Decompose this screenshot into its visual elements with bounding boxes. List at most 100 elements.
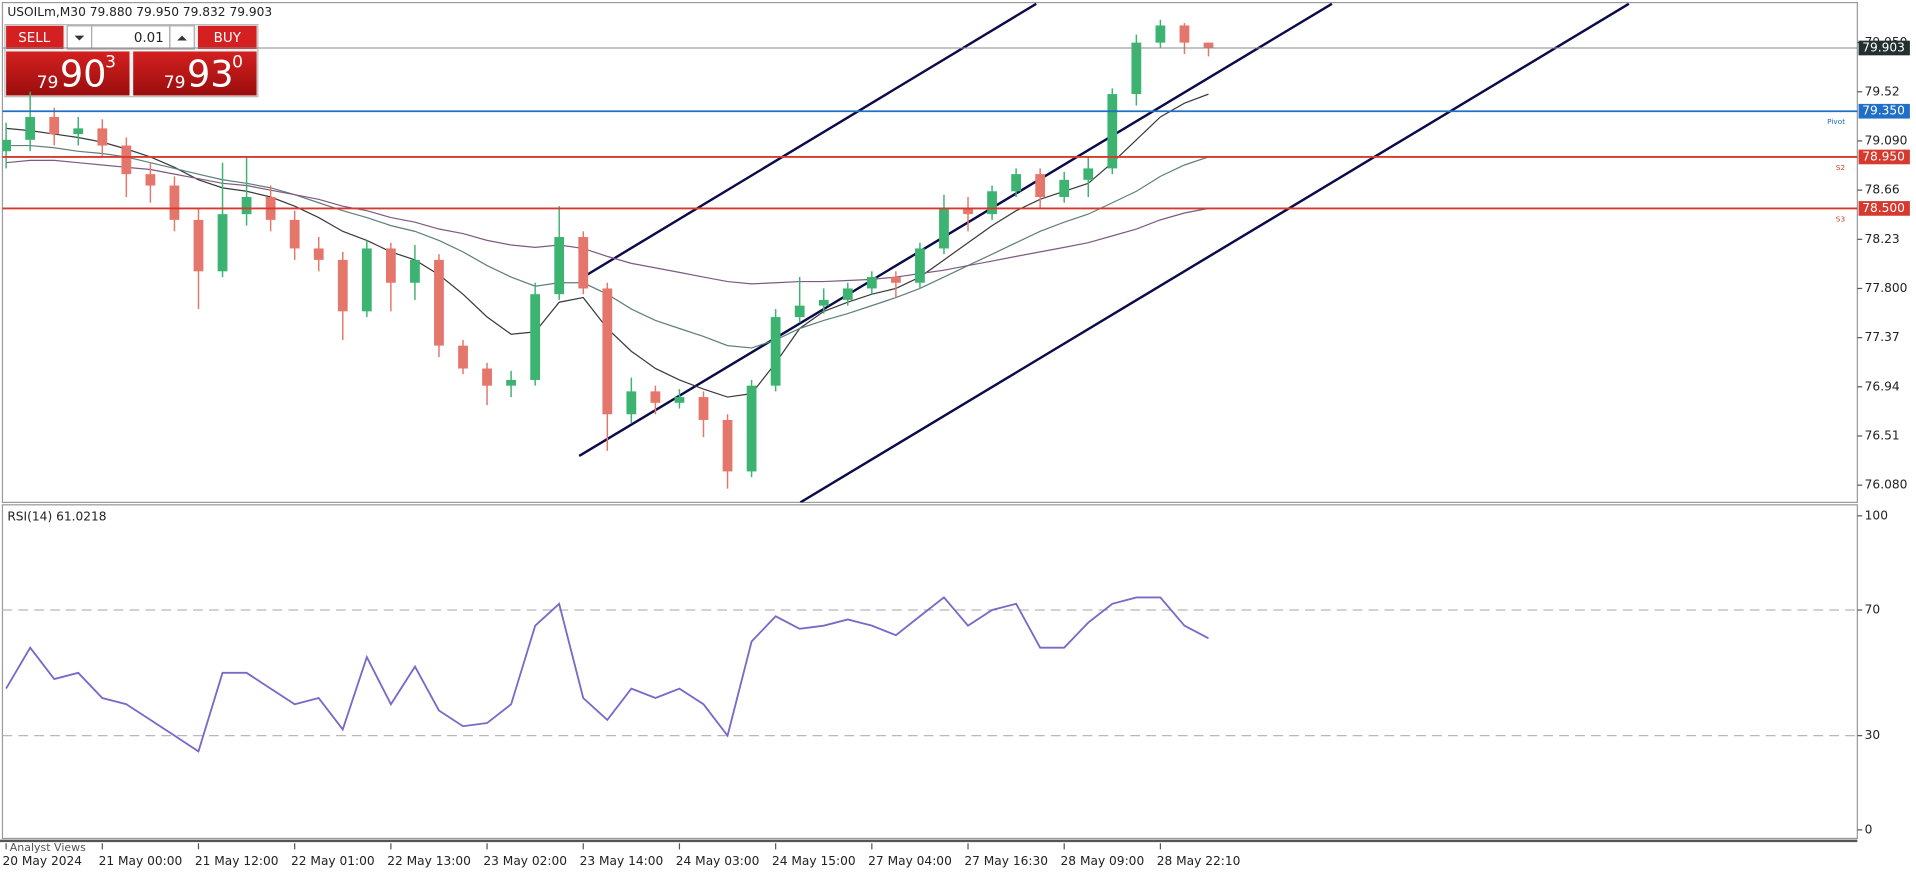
x-tick-label: 22 May 13:00 <box>387 854 471 868</box>
level-box <box>1858 149 1910 165</box>
candle-body <box>434 259 444 346</box>
channel <box>578 2 1630 503</box>
candle-body <box>73 128 84 135</box>
x-tick-label: 23 May 02:00 <box>483 854 567 868</box>
last-price-box <box>1858 40 1910 56</box>
candle-body <box>626 391 637 415</box>
candle-body <box>866 277 877 289</box>
candle-body <box>410 259 420 283</box>
x-tick-label: 24 May 15:00 <box>772 854 856 868</box>
y-tick-label: 76.94 <box>1865 379 1900 393</box>
analyst-tab[interactable]: Analyst Views <box>10 841 86 854</box>
symbol-header: USOILm,M30 79.880 79.950 79.832 79.903 <box>7 5 272 19</box>
candle-body <box>458 345 468 369</box>
candle-body <box>698 397 709 420</box>
trade-panel: SELL 0.01 BUY 79 90 3 79 93 0 <box>4 23 259 98</box>
x-tick-label: 28 May 09:00 <box>1061 854 1145 868</box>
candle-body <box>650 391 661 403</box>
candle-body <box>554 237 565 295</box>
y-tick-label: 70 <box>1865 603 1881 617</box>
x-tick-label: 23 May 14:00 <box>580 854 664 868</box>
y-tick-label: 30 <box>1865 728 1881 742</box>
candle-body <box>1179 25 1190 43</box>
candle-body <box>1035 174 1046 197</box>
candle-body <box>289 219 300 249</box>
price-plot <box>2 19 1214 489</box>
bid-box[interactable] <box>6 51 130 96</box>
arrow-down <box>74 35 85 41</box>
candle-body <box>193 219 204 272</box>
candle-body <box>241 196 252 215</box>
y-tick-label: 77.37 <box>1865 330 1900 344</box>
candle-body <box>385 248 396 283</box>
trend-line <box>799 2 1630 503</box>
bid-prefix: 79 <box>37 73 59 93</box>
candle-body <box>842 288 853 300</box>
candle-body <box>578 237 589 289</box>
candle-body <box>313 248 324 260</box>
x-tick-label: 22 May 01:00 <box>291 854 375 868</box>
candle-body <box>1203 42 1214 49</box>
ask-box[interactable] <box>133 51 257 96</box>
bid-sup: 3 <box>105 52 116 72</box>
candle-body <box>49 116 60 135</box>
trend-line <box>578 2 1333 457</box>
x-tick-label: 24 May 03:00 <box>676 854 760 868</box>
candle-body <box>674 397 685 403</box>
sell-label[interactable]: SELL <box>18 31 51 46</box>
level-tag: S2 <box>1836 163 1845 172</box>
level-box <box>1858 201 1910 216</box>
candle-body <box>530 294 541 380</box>
level-label: 79.350 <box>1862 104 1905 118</box>
candle-body <box>361 248 372 312</box>
candle-body <box>1155 25 1166 43</box>
candle-body <box>890 277 901 283</box>
candle-body <box>602 288 613 415</box>
candle-body <box>770 317 781 386</box>
candle-body <box>1131 42 1142 95</box>
candle-body <box>217 214 228 272</box>
y-tick-label: 76.080 <box>1865 478 1908 492</box>
x-tick-label: 21 May 00:00 <box>99 854 183 868</box>
candle-body <box>818 299 829 306</box>
x-tick-label: 27 May 04:00 <box>868 854 952 868</box>
y-tick-label: 78.23 <box>1865 232 1900 246</box>
last-price-label: 79.903 <box>1862 40 1905 54</box>
level-box <box>1858 103 1910 119</box>
y-tick-label: 77.800 <box>1865 281 1908 295</box>
candle-body <box>145 174 156 186</box>
level-label: 78.500 <box>1862 201 1905 215</box>
rsi-panel <box>1 504 1858 840</box>
y-tick-label: 79.090 <box>1865 133 1908 147</box>
y-tick-label: 76.51 <box>1865 428 1900 442</box>
candle-body <box>25 116 36 140</box>
sell-button[interactable] <box>6 25 64 50</box>
lot-value[interactable]: 0.01 <box>134 31 164 46</box>
level-tag: S3 <box>1836 214 1846 223</box>
x-tick-label: 20 May 2024 <box>2 854 82 868</box>
bid-big: 90 <box>60 52 107 95</box>
candle-body <box>939 208 949 249</box>
ask-prefix: 79 <box>164 73 186 93</box>
buy-button[interactable] <box>197 25 257 50</box>
price-panel <box>1 1 1858 503</box>
candle-body <box>987 191 997 215</box>
buy-label[interactable]: BUY <box>214 31 242 46</box>
y-tick-label: 100 <box>1865 508 1888 522</box>
level-label: 78.950 <box>1862 149 1905 163</box>
level-tag: Pivot <box>1827 117 1845 126</box>
y-tick-label: 0 <box>1865 822 1873 836</box>
candle-body <box>915 248 925 283</box>
candle-body <box>482 368 492 386</box>
x-tick-label: 28 May 22:10 <box>1157 854 1241 868</box>
candle-body <box>722 419 733 472</box>
rsi-title: RSI(14) 61.0218 <box>7 510 106 524</box>
candle-body <box>794 305 805 318</box>
moving-average <box>6 159 1209 285</box>
candle-body <box>169 185 180 220</box>
candle-body <box>97 128 108 146</box>
x-tick-label: 27 May 16:30 <box>964 854 1048 868</box>
trend-line <box>579 2 1037 280</box>
ask-sup: 0 <box>232 52 243 72</box>
